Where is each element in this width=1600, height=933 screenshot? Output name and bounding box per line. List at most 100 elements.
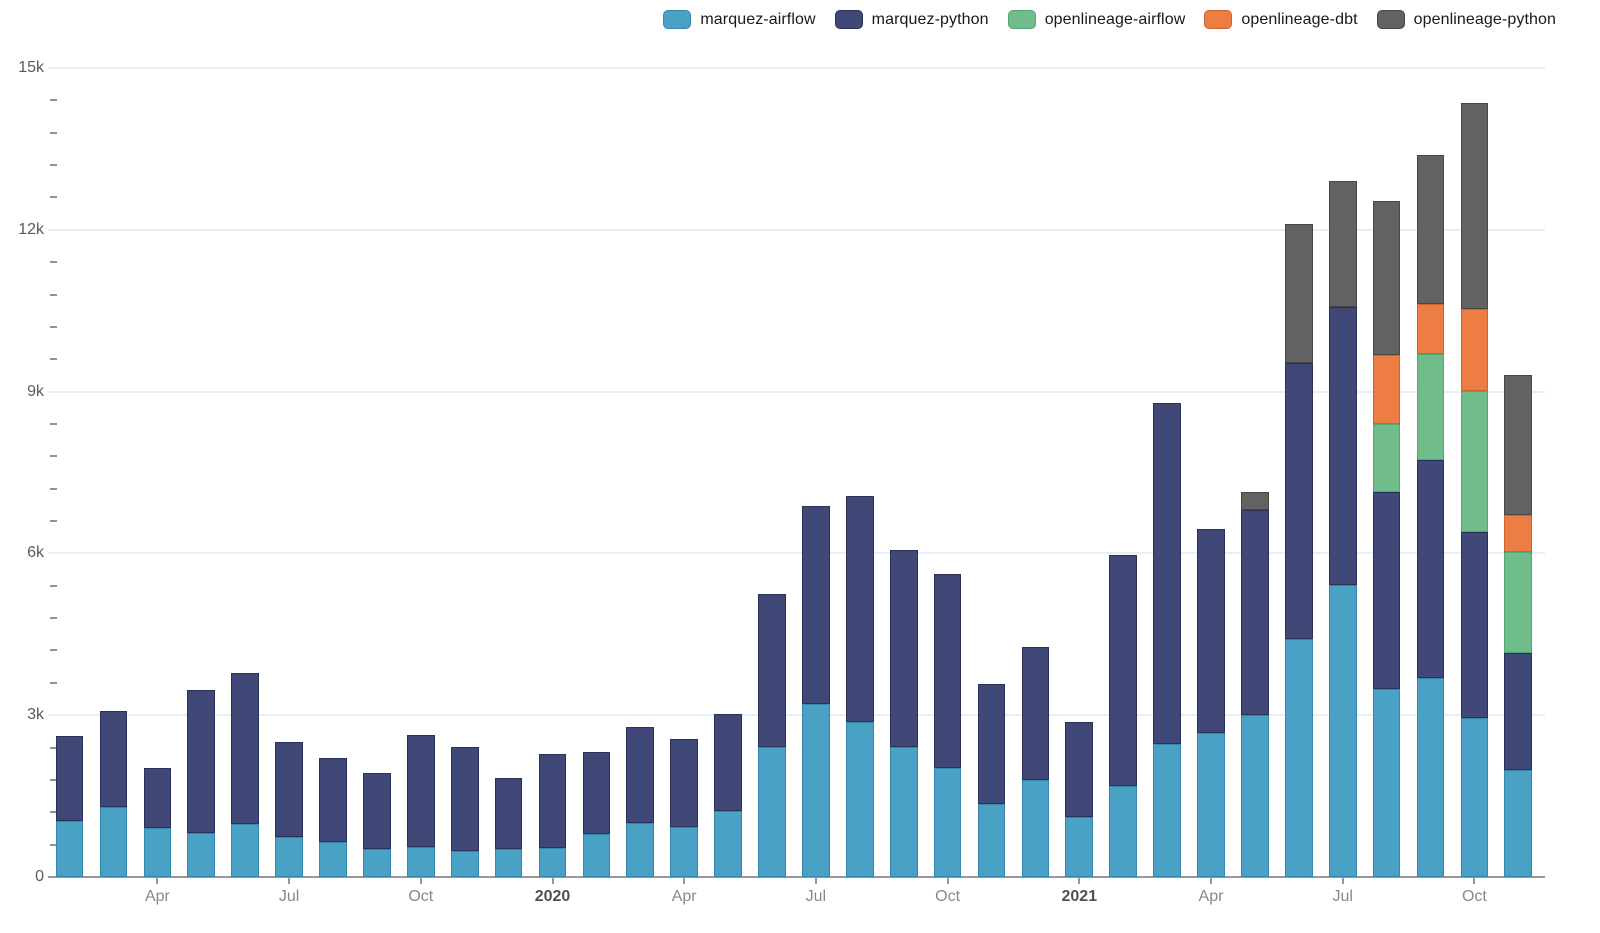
x-axis-tick (1210, 878, 1212, 884)
bar-segment-openlineage-airflow[interactable] (1460, 391, 1489, 533)
bar-segment-marquez-python[interactable] (1021, 647, 1050, 780)
bar-segment-openlineage-python[interactable] (1372, 201, 1401, 355)
legend-item-marquez-python[interactable]: marquez-python (834, 10, 989, 29)
bar-segment-marquez-python[interactable] (538, 754, 567, 849)
x-axis-label: Jul (278, 888, 300, 905)
bar-segment-marquez-airflow[interactable] (758, 747, 786, 877)
bar-segment-openlineage-python[interactable] (1460, 103, 1489, 309)
bar-segment-openlineage-dbt[interactable] (1460, 308, 1489, 392)
bar-segment-marquez-airflow[interactable] (933, 768, 962, 877)
bar-segment-marquez-airflow[interactable] (1460, 717, 1489, 877)
x-axis-label: Apr (144, 888, 170, 905)
legend-item-openlineage-airflow[interactable]: openlineage-airflow (1007, 10, 1186, 29)
gridline (48, 67, 1545, 69)
bar-segment-openlineage-dbt[interactable] (1372, 354, 1401, 425)
bar-segment-marquez-python[interactable] (187, 690, 216, 834)
bar-segment-marquez-airflow[interactable] (802, 703, 830, 877)
bar-segment-marquez-airflow[interactable] (670, 827, 699, 877)
legend-item-marquez-airflow[interactable]: marquez-airflow (663, 10, 816, 29)
bar-segment-marquez-python[interactable] (99, 710, 128, 808)
bar-segment-marquez-python[interactable] (670, 739, 699, 828)
legend-item-openlineage-python[interactable]: openlineage-python (1376, 10, 1556, 29)
bar-segment-marquez-python[interactable] (1197, 529, 1225, 733)
gridline (48, 552, 1545, 555)
bar-segment-marquez-python[interactable] (889, 550, 918, 747)
bar-segment-marquez-airflow[interactable] (1416, 677, 1445, 877)
x-axis-line (48, 876, 1545, 878)
bar-segment-marquez-python[interactable] (802, 506, 830, 704)
bar-segment-marquez-python[interactable] (845, 495, 874, 722)
bar-segment-marquez-airflow[interactable] (889, 747, 918, 877)
bar-segment-marquez-airflow[interactable] (845, 721, 874, 877)
legend-item-openlineage-dbt[interactable]: openlineage-dbt (1204, 10, 1358, 29)
bar-segment-marquez-airflow[interactable] (187, 833, 216, 877)
gridline (48, 390, 1545, 393)
bar-segment-openlineage-airflow[interactable] (1416, 354, 1445, 461)
bar-segment-openlineage-python[interactable] (1504, 375, 1533, 515)
bar-segment-openlineage-python[interactable] (1416, 154, 1445, 304)
bar-segment-marquez-airflow[interactable] (1328, 585, 1357, 877)
bar-segment-openlineage-airflow[interactable] (1504, 551, 1533, 653)
bar-segment-marquez-python[interactable] (143, 767, 172, 829)
bar-segment-openlineage-python[interactable] (1284, 223, 1313, 363)
bar-segment-marquez-python[interactable] (714, 714, 742, 811)
gridline (48, 228, 1545, 231)
bar-segment-marquez-airflow[interactable] (231, 823, 260, 877)
bar-segment-marquez-airflow[interactable] (275, 837, 303, 877)
bar-segment-marquez-python[interactable] (406, 735, 435, 848)
bar-segment-marquez-airflow[interactable] (1109, 786, 1138, 877)
bar-segment-marquez-python[interactable] (450, 747, 479, 851)
bar-segment-marquez-python[interactable] (231, 672, 260, 824)
bar-segment-marquez-airflow[interactable] (1284, 638, 1313, 877)
bar-segment-marquez-airflow[interactable] (1065, 817, 1094, 877)
bar-segment-marquez-python[interactable] (55, 736, 84, 822)
bar-segment-marquez-python[interactable] (1328, 307, 1357, 586)
bar-segment-openlineage-dbt[interactable] (1416, 303, 1445, 355)
bar-segment-marquez-python[interactable] (275, 742, 303, 838)
bar-segment-openlineage-python[interactable] (1328, 181, 1357, 308)
bar-segment-marquez-airflow[interactable] (1021, 779, 1050, 877)
bar-segment-marquez-airflow[interactable] (1197, 732, 1225, 877)
bar-segment-marquez-airflow[interactable] (319, 841, 347, 877)
bar-segment-marquez-airflow[interactable] (1372, 688, 1401, 877)
bar-segment-marquez-python[interactable] (1284, 363, 1313, 639)
bar-segment-marquez-python[interactable] (1460, 532, 1489, 718)
bar-segment-marquez-python[interactable] (1153, 403, 1181, 744)
bar-segment-marquez-python[interactable] (319, 757, 347, 842)
bar-segment-marquez-airflow[interactable] (99, 807, 128, 877)
bar-segment-marquez-python[interactable] (1241, 509, 1269, 715)
bar-segment-openlineage-dbt[interactable] (1504, 514, 1533, 552)
bar-segment-openlineage-python[interactable] (1241, 491, 1269, 510)
bar-segment-marquez-airflow[interactable] (450, 850, 479, 877)
bar-segment-marquez-airflow[interactable] (494, 848, 523, 877)
bar-segment-marquez-airflow[interactable] (1153, 743, 1181, 877)
bar-segment-marquez-airflow[interactable] (714, 810, 742, 877)
bar-segment-marquez-python[interactable] (494, 778, 523, 849)
bar-segment-marquez-python[interactable] (582, 752, 611, 834)
bar-segment-marquez-airflow[interactable] (538, 848, 567, 877)
bar-segment-marquez-airflow[interactable] (1241, 714, 1269, 877)
y-axis-minor-tick (50, 617, 57, 620)
bar-segment-marquez-python[interactable] (1065, 722, 1094, 818)
bar-segment-marquez-airflow[interactable] (1504, 769, 1533, 877)
bar-segment-marquez-airflow[interactable] (406, 847, 435, 877)
bar-segment-marquez-python[interactable] (363, 772, 391, 849)
bar-segment-openlineage-airflow[interactable] (1372, 424, 1401, 492)
bar-segment-marquez-python[interactable] (977, 683, 1006, 804)
bar-segment-marquez-python[interactable] (1504, 652, 1533, 770)
y-axis-label: 6k (27, 544, 44, 562)
bar-segment-marquez-airflow[interactable] (977, 803, 1006, 877)
y-axis-label: 9k (27, 382, 44, 400)
bar-segment-marquez-airflow[interactable] (55, 821, 84, 877)
bar-segment-marquez-airflow[interactable] (143, 828, 172, 877)
bar-segment-marquez-airflow[interactable] (626, 823, 655, 877)
bar-segment-marquez-airflow[interactable] (582, 833, 611, 877)
bar-segment-marquez-airflow[interactable] (363, 848, 391, 877)
bar-segment-marquez-python[interactable] (626, 726, 655, 824)
bar-segment-marquez-python[interactable] (1416, 460, 1445, 678)
bar-segment-marquez-python[interactable] (1109, 555, 1138, 787)
bar-segment-marquez-python[interactable] (933, 573, 962, 769)
bar-segment-marquez-python[interactable] (758, 594, 786, 747)
y-axis-minor-tick (50, 487, 57, 490)
bar-segment-marquez-python[interactable] (1372, 491, 1401, 689)
